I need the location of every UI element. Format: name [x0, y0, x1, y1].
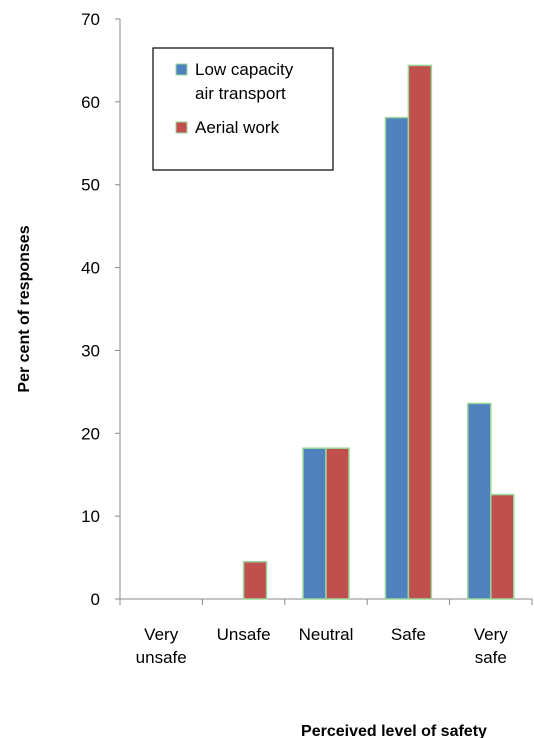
y-tick-label: 40: [81, 259, 100, 278]
bar-aerial-work: [325, 447, 350, 600]
y-tick-label: 70: [81, 10, 100, 29]
x-tick-label: Safe: [391, 625, 426, 644]
y-axis-title: Per cent of responses: [16, 225, 33, 392]
legend-label: Low capacity air transport: [195, 60, 294, 103]
bar-low-capacity: [302, 447, 327, 600]
y-tick-label: 10: [81, 507, 100, 526]
legend-label: Aerial work: [195, 118, 280, 137]
legend: Low capacity air transport Aerial work: [152, 47, 334, 171]
bar-aerial-work: [490, 493, 515, 600]
bar-aerial-work: [242, 560, 268, 600]
y-tick-label: 60: [81, 93, 100, 112]
bar-aerial-work: [407, 64, 433, 600]
y-tick-label: 50: [81, 176, 100, 195]
legend-swatch: [175, 121, 188, 134]
bar-low-capacity: [384, 116, 410, 600]
x-axis-title: Perceived level of safety: [301, 723, 487, 738]
x-tick-label: Neutral: [299, 625, 354, 644]
y-tick-label: 30: [81, 341, 100, 360]
y-tick-label: 0: [91, 590, 100, 609]
x-tick-label: Very safe: [474, 625, 509, 667]
legend-swatch: [175, 63, 188, 76]
x-axis: Very unsafe Unsafe Neutral Safe Very safe: [119, 598, 533, 667]
x-tick-label: Very unsafe: [136, 625, 187, 667]
bars: [242, 64, 515, 600]
x-tick-label: Unsafe: [217, 625, 271, 644]
y-tick-label: 20: [81, 424, 100, 443]
bar-low-capacity: [467, 402, 492, 600]
y-axis: 0 10 20 30 40 50 60 70: [81, 10, 121, 609]
